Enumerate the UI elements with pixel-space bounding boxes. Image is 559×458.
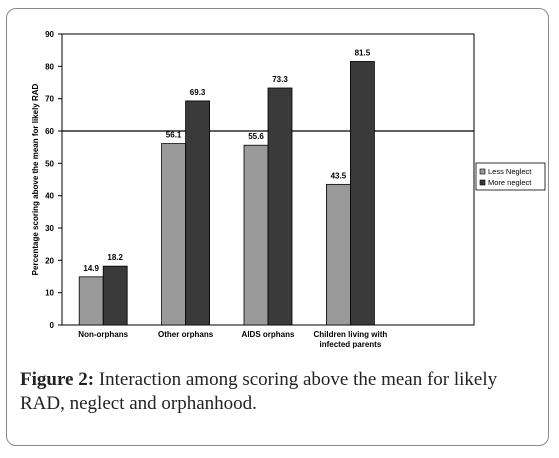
- y-tick-label: 40: [45, 192, 54, 201]
- category-label: Children living with: [314, 330, 388, 339]
- data-label: 81.5: [355, 48, 371, 57]
- bar-less-neglect: [325, 183, 351, 326]
- legend-entry: More neglect: [488, 178, 532, 187]
- y-tick-label: 60: [45, 127, 54, 136]
- y-tick-label: 50: [45, 159, 54, 168]
- y-tick-label: 10: [45, 289, 54, 298]
- category-label: Other orphans: [158, 330, 214, 339]
- bars: [78, 61, 375, 326]
- data-label: 69.3: [190, 88, 206, 97]
- bar-more-neglect: [267, 87, 293, 326]
- data-label: 73.3: [272, 75, 288, 84]
- y-tick-label: 20: [45, 256, 54, 265]
- y-tick-label: 80: [45, 62, 54, 71]
- y-axis-ticks: 0 10 20 30 40 50 60 70 80 90: [45, 30, 62, 330]
- bar-more-neglect: [185, 100, 211, 326]
- bar-less-neglect: [78, 276, 104, 326]
- caption-text: Interaction among scoring above the mean…: [20, 369, 498, 414]
- y-tick-label: 90: [45, 30, 54, 39]
- bar-more-neglect: [349, 61, 375, 326]
- category-label: infected parents: [320, 340, 382, 349]
- legend-swatch: [479, 168, 486, 175]
- y-tick-label: 30: [45, 224, 54, 233]
- bar-more-neglect: [102, 265, 128, 326]
- legend-swatch: [479, 179, 486, 186]
- legend-box: [475, 162, 546, 191]
- legend-entry: Less Neglect: [488, 167, 532, 176]
- category-labels: Non-orphans Other orphans AIDS orphans Chil…: [78, 330, 387, 349]
- bar-less-neglect: [243, 144, 269, 326]
- data-label: 43.5: [331, 171, 347, 180]
- data-label: 18.2: [107, 253, 123, 262]
- bar-less-neglect: [161, 143, 187, 326]
- data-label: 55.6: [248, 132, 264, 141]
- data-label: 56.1: [166, 131, 182, 140]
- figure-caption: Figure 2: Interaction among scoring abov…: [20, 368, 545, 416]
- category-label: AIDS orphans: [242, 330, 295, 339]
- y-tick-label: 70: [45, 95, 54, 104]
- data-label: 14.9: [83, 264, 99, 273]
- y-tick-label: 0: [50, 321, 55, 330]
- caption-label: Figure 2:: [20, 369, 95, 390]
- data-labels: 14.9 18.2 56.1 69.3 55.6 73.3 43.5 81.5: [83, 48, 370, 272]
- y-axis-title: Percentage scoring above the mean for li…: [31, 83, 40, 275]
- legend: Less Neglect More neglect: [475, 162, 546, 191]
- category-label: Non-orphans: [78, 330, 128, 339]
